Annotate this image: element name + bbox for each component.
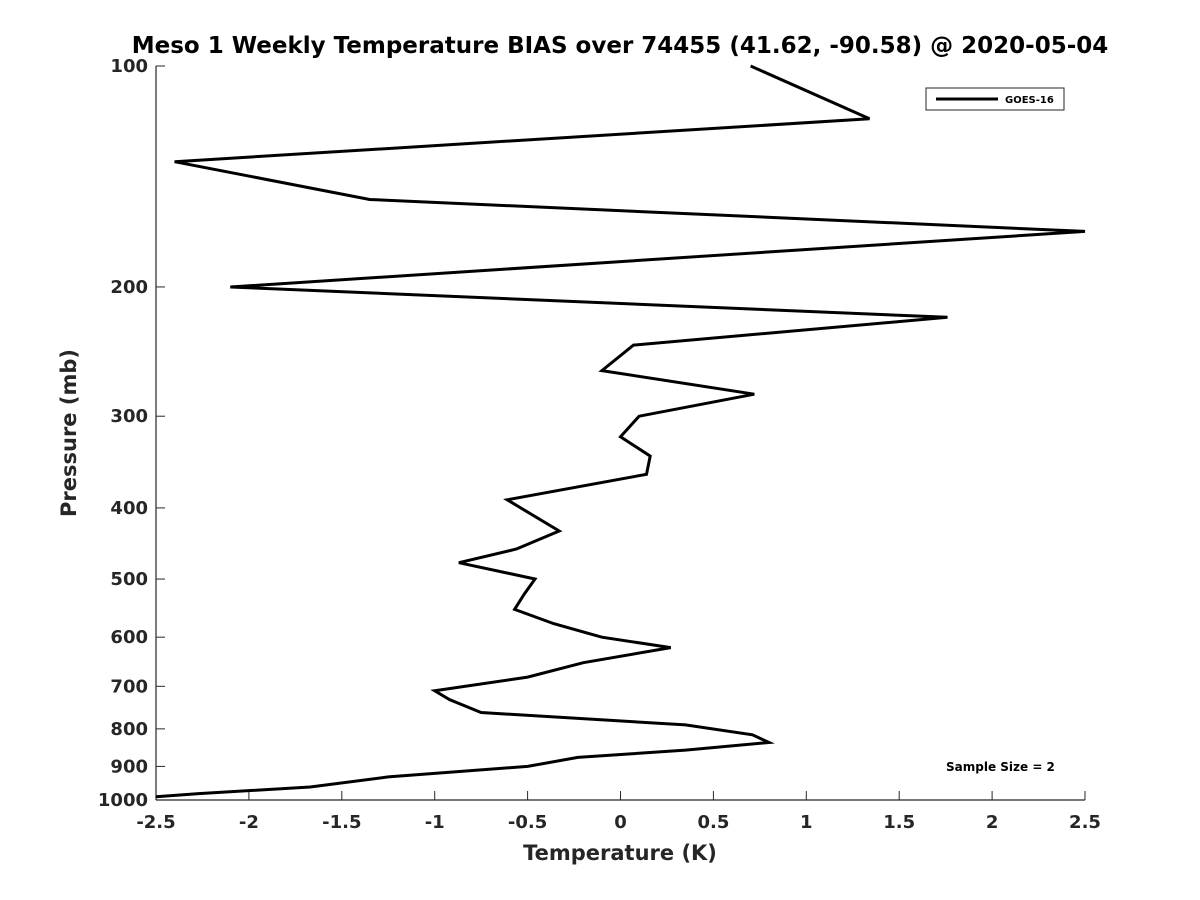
x-tick-label: 0.5 — [697, 812, 729, 833]
y-axis-ticks: 100 200 300 400 500 600 700 800 900 1000 — [98, 56, 165, 811]
legend-label-goes-16: GOES-16 — [1005, 95, 1054, 106]
y-tick-label: 300 — [110, 406, 148, 427]
series-layer — [155, 64, 1086, 799]
y-tick-label: 900 — [110, 756, 148, 777]
y-axis-label: Pressure (mb) — [57, 349, 81, 517]
x-tick-label: 1 — [800, 812, 813, 833]
y-tick-label: 800 — [110, 719, 148, 740]
y-tick-label: 100 — [110, 56, 148, 77]
x-tick-label: 2 — [986, 812, 999, 833]
x-tick-label: -2 — [239, 812, 259, 833]
y-tick-label: 600 — [110, 627, 148, 648]
x-axis-ticks: -2.5 -2 -1.5 -1 -0.5 0 0.5 1 1.5 2 2.5 — [136, 791, 1101, 833]
y-tick-label: 500 — [110, 569, 148, 590]
legend: GOES-16 — [925, 87, 1065, 111]
sample-size-annotation: Sample Size = 2 — [946, 760, 1055, 774]
y-tick-label: 200 — [110, 277, 148, 298]
y-tick-label: 700 — [110, 676, 148, 697]
x-tick-label: 2.5 — [1069, 812, 1101, 833]
x-tick-label: -1.5 — [322, 812, 361, 833]
x-axis-label: Temperature (K) — [523, 841, 717, 865]
x-tick-label: 1.5 — [883, 812, 915, 833]
y-tick-label: 400 — [110, 498, 148, 519]
x-tick-label: 0 — [614, 812, 627, 833]
x-tick-label: -1 — [425, 812, 445, 833]
chart-title: Meso 1 Weekly Temperature BIAS over 7445… — [132, 33, 1109, 59]
x-tick-label: -0.5 — [508, 812, 547, 833]
series-line-goes-16 — [155, 64, 1086, 799]
y-tick-label: 1000 — [98, 790, 148, 811]
x-tick-label: -2.5 — [136, 812, 175, 833]
